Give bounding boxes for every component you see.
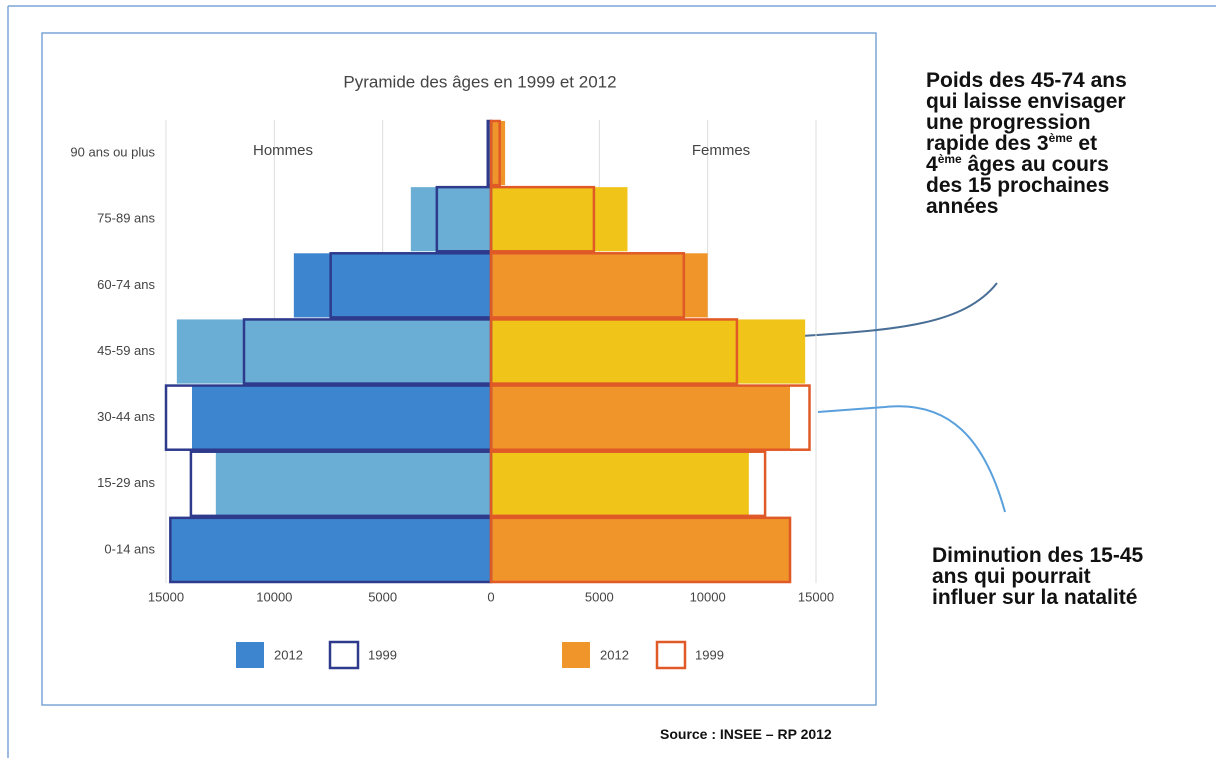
x-tick-label: 5000	[585, 589, 614, 604]
legend-swatch	[328, 640, 360, 670]
annotation-line: des 15 prochaines	[926, 175, 1127, 196]
annotation-text: ème	[937, 152, 962, 166]
bar	[491, 187, 628, 252]
annotation-text: Poids des 45-74 ans	[926, 69, 1127, 92]
x-tick-label: 15000	[798, 589, 834, 604]
bar	[176, 319, 492, 384]
bar	[170, 517, 492, 582]
y-tick-label: 90 ans ou plus	[70, 145, 155, 160]
annotation-line: Diminution des 15-45	[932, 545, 1143, 566]
y-tick-label: 15-29 ans	[97, 475, 155, 490]
source: Source : INSEE – RP 2012	[660, 726, 832, 742]
connector	[774, 282, 998, 339]
y-tick-label: 30-44 ans	[97, 409, 155, 424]
annotation-line: Poids des 45-74 ans	[926, 70, 1127, 91]
x-tick-label: 10000	[256, 589, 292, 604]
annotation-line: 4ème âges au cours	[926, 152, 1127, 176]
y-tick-label: 60-74 ans	[97, 277, 155, 292]
bar	[293, 253, 491, 318]
bar-outline	[489, 185, 596, 253]
legend-swatch	[655, 640, 687, 670]
bar	[491, 253, 708, 318]
bar-outline	[489, 252, 686, 319]
annotation-line: ans qui pourrait	[932, 566, 1143, 587]
side-label: Hommes	[253, 142, 313, 159]
bar-outline	[489, 450, 767, 518]
bar	[491, 451, 749, 516]
annotation-text: une progression	[926, 111, 1091, 134]
bar	[491, 517, 792, 582]
y-tick-label: 45-59 ans	[97, 343, 155, 358]
side-label: Femmes	[692, 142, 750, 159]
legend-swatch	[236, 642, 264, 668]
bar	[491, 385, 790, 450]
annotation-text: ème	[1048, 131, 1073, 145]
annotation-text: qui laisse envisager	[926, 90, 1126, 113]
annotation-line: rapide des 3ème et	[926, 131, 1127, 155]
annotation-line: qui laisse envisager	[926, 91, 1127, 112]
x-tick-label: 10000	[690, 589, 726, 604]
x-tick-label: 0	[487, 589, 494, 604]
x-tick-label: 5000	[368, 589, 397, 604]
annotation-text: âges au cours	[961, 153, 1109, 176]
bar	[491, 319, 806, 384]
bar-outline	[489, 516, 792, 584]
chart-box	[41, 32, 877, 706]
legend-swatch	[562, 642, 590, 668]
y-tick-label: 0-14 ans	[104, 541, 155, 556]
bar	[487, 121, 491, 186]
bar	[491, 121, 506, 186]
bar	[192, 385, 491, 450]
annotation-text: 4	[926, 153, 938, 176]
annotation-line: influer sur la natalité	[932, 587, 1143, 608]
annotation-text: influer sur la natalité	[932, 586, 1138, 609]
annotation-text: ans qui pourrait	[932, 565, 1091, 588]
legend-label: 2012	[274, 647, 303, 662]
annotation-line: années	[926, 196, 1127, 217]
annotation-text: Diminution des 15-45	[932, 544, 1144, 567]
chart-title: Pyramide des âges en 1999 et 2012	[343, 72, 616, 91]
bar-outline	[489, 318, 739, 385]
annotation: Poids des 45-74 ans qui laisse envisager u…	[926, 70, 1127, 217]
annotation-text: rapide des 3	[926, 132, 1049, 155]
annotation: Diminution des 15-45 ans qui pourrait infl…	[932, 545, 1143, 608]
bar-outline	[489, 119, 501, 187]
annotation-text: années	[926, 195, 999, 218]
legend-label: 1999	[368, 647, 397, 662]
legend-label: 1999	[695, 647, 724, 662]
y-tick-label: 75-89 ans	[97, 211, 155, 226]
annotation-line: une progression	[926, 112, 1127, 133]
annotation-text: des 15 prochaines	[926, 174, 1110, 197]
bar-outline	[489, 384, 811, 451]
bar	[410, 187, 491, 252]
legend-label: 2012	[600, 647, 629, 662]
connector	[817, 405, 1006, 513]
bar	[215, 451, 492, 516]
annotation-text: et	[1072, 132, 1098, 155]
x-tick-label: 15000	[148, 589, 184, 604]
